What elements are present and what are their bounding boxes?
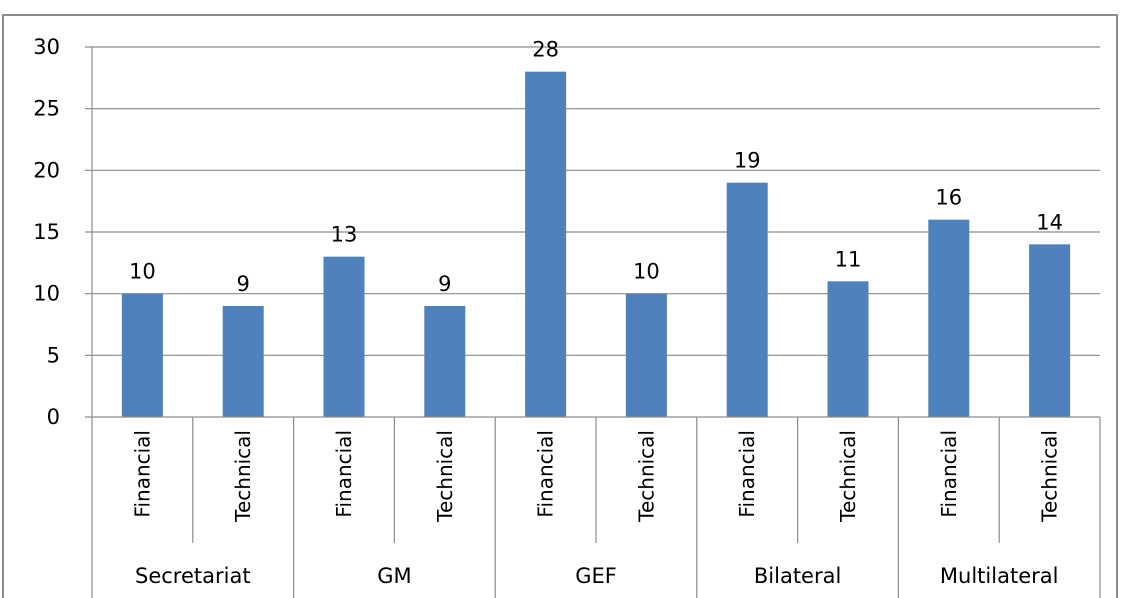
category-labels: Financial Technical Financial Technical Fina…: [130, 430, 1061, 523]
group-label: Multilateral: [940, 564, 1059, 588]
y-tick-label: 20: [33, 158, 60, 182]
data-label: 10: [633, 260, 660, 284]
data-label: 10: [129, 260, 156, 284]
y-tick-label: 10: [33, 282, 60, 306]
category-label: Technical: [1038, 430, 1062, 523]
data-label: 13: [331, 223, 358, 247]
category-label: Financial: [534, 430, 558, 518]
data-label: 16: [935, 186, 962, 210]
category-label: Technical: [231, 430, 255, 523]
axes: [91, 47, 1101, 598]
category-label: Financial: [735, 430, 759, 518]
bar: [928, 219, 970, 417]
bar: [1029, 244, 1071, 417]
category-label: Technical: [433, 430, 457, 523]
category-label: Financial: [130, 430, 154, 518]
chart-frame: [2, 14, 1118, 598]
bar: [726, 182, 768, 417]
y-tick-label: 25: [33, 97, 60, 121]
data-label: 9: [237, 272, 250, 296]
category-label: Financial: [937, 430, 961, 518]
bar: [625, 293, 667, 417]
group-label: GM: [377, 564, 411, 588]
data-label: 28: [532, 38, 559, 62]
group-label: Bilateral: [754, 564, 841, 588]
category-label: Financial: [332, 430, 356, 518]
data-label: 14: [1036, 210, 1063, 234]
category-label: Technical: [836, 430, 860, 523]
data-label: 19: [734, 149, 761, 173]
bar: [424, 306, 466, 417]
y-axis-ticks: 0 5 10 15 20 25 30: [33, 35, 92, 429]
data-label: 9: [438, 272, 451, 296]
group-label: GEF: [575, 564, 617, 588]
y-tick-label: 0: [47, 405, 60, 429]
y-tick-label: 15: [33, 220, 60, 244]
bar: [222, 306, 264, 417]
category-label: Technical: [634, 430, 658, 523]
bars: [121, 71, 1071, 418]
data-label: 11: [835, 247, 862, 271]
bar: [121, 293, 163, 417]
data-labels: 10 9 13 9 28 10 19 11 16 14: [129, 38, 1063, 296]
bar: [323, 256, 365, 417]
y-tick-label: 30: [33, 35, 60, 59]
group-label: Secretariat: [135, 564, 251, 588]
bar: [827, 281, 869, 417]
group-labels: Secretariat GM GEF Bilateral Multilateral: [135, 564, 1058, 588]
y-tick-label: 5: [47, 343, 60, 367]
bar: [525, 71, 567, 418]
